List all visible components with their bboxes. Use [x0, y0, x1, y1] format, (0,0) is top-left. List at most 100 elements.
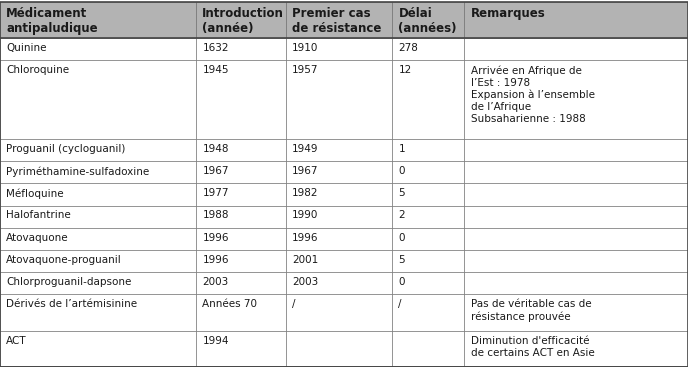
Bar — [392, 294, 464, 331]
Bar — [464, 272, 688, 294]
Text: 12: 12 — [398, 65, 411, 75]
Text: 2001: 2001 — [292, 255, 318, 265]
Text: 1982: 1982 — [292, 188, 319, 198]
Bar — [464, 331, 688, 367]
Bar — [196, 294, 286, 331]
Text: Quinine: Quinine — [6, 43, 47, 53]
Bar — [392, 272, 464, 294]
Bar — [464, 206, 688, 228]
Text: 1977: 1977 — [202, 188, 229, 198]
Bar — [196, 139, 286, 161]
Bar — [286, 139, 392, 161]
Bar — [196, 184, 286, 206]
Bar — [464, 184, 688, 206]
Bar — [286, 206, 392, 228]
Bar — [0, 139, 196, 161]
Text: 2003: 2003 — [202, 277, 228, 287]
Bar — [286, 60, 392, 139]
Bar — [196, 60, 286, 139]
Text: 2: 2 — [398, 210, 405, 221]
Bar — [392, 331, 464, 367]
Text: 2003: 2003 — [292, 277, 318, 287]
Bar — [0, 228, 196, 250]
Bar — [286, 2, 392, 38]
Bar — [286, 250, 392, 272]
Bar — [464, 294, 688, 331]
Text: ACT: ACT — [6, 335, 27, 346]
Text: 1994: 1994 — [202, 335, 229, 346]
Bar — [392, 139, 464, 161]
Text: Proguanil (cycloguanil): Proguanil (cycloguanil) — [6, 144, 126, 154]
Bar — [464, 60, 688, 139]
Text: 1949: 1949 — [292, 144, 319, 154]
Bar — [392, 161, 464, 184]
Text: Dérivés de l’artémisinine: Dérivés de l’artémisinine — [6, 299, 138, 309]
Bar — [0, 184, 196, 206]
Text: 1957: 1957 — [292, 65, 319, 75]
Text: Chlorproguanil-dapsone: Chlorproguanil-dapsone — [6, 277, 131, 287]
Text: 5: 5 — [398, 255, 405, 265]
Bar — [286, 184, 392, 206]
Text: 1996: 1996 — [202, 233, 229, 243]
Text: /: / — [292, 299, 295, 309]
Bar — [286, 294, 392, 331]
Bar — [0, 250, 196, 272]
Text: 0: 0 — [398, 277, 405, 287]
Text: Méfloquine: Méfloquine — [6, 188, 64, 199]
Bar — [464, 139, 688, 161]
Text: 0: 0 — [398, 233, 405, 243]
Bar — [286, 331, 392, 367]
Bar — [286, 38, 392, 60]
Text: /: / — [398, 299, 402, 309]
Text: 1996: 1996 — [292, 233, 319, 243]
Bar — [392, 60, 464, 139]
Bar — [464, 2, 688, 38]
Text: 1632: 1632 — [202, 43, 229, 53]
Bar — [392, 206, 464, 228]
Bar — [0, 272, 196, 294]
Bar — [286, 228, 392, 250]
Text: Années 70: Années 70 — [202, 299, 257, 309]
Text: 1910: 1910 — [292, 43, 318, 53]
Text: 1: 1 — [398, 144, 405, 154]
Text: 1996: 1996 — [202, 255, 229, 265]
Text: Remarques: Remarques — [471, 7, 546, 20]
Text: 1990: 1990 — [292, 210, 318, 221]
Text: Premier cas
de résistance: Premier cas de résistance — [292, 7, 381, 35]
Text: 1948: 1948 — [202, 144, 229, 154]
Text: Pas de véritable cas de
résistance prouvée: Pas de véritable cas de résistance prouv… — [471, 299, 591, 322]
Text: 1967: 1967 — [202, 166, 229, 176]
Bar — [196, 272, 286, 294]
Bar — [0, 2, 196, 38]
Text: 278: 278 — [398, 43, 418, 53]
Bar — [392, 184, 464, 206]
Text: Halofantrine: Halofantrine — [6, 210, 71, 221]
Bar — [392, 250, 464, 272]
Bar — [196, 228, 286, 250]
Text: Pyriméthamine-sulfadoxine: Pyriméthamine-sulfadoxine — [6, 166, 149, 177]
Text: 1967: 1967 — [292, 166, 319, 176]
Bar — [392, 38, 464, 60]
Bar — [0, 206, 196, 228]
Bar — [196, 206, 286, 228]
Bar — [464, 250, 688, 272]
Bar — [392, 228, 464, 250]
Text: 5: 5 — [398, 188, 405, 198]
Bar — [0, 161, 196, 184]
Text: Arrivée en Afrique de
l’Est : 1978
Expansion à l’ensemble
de l’Afrique
Subsahari: Arrivée en Afrique de l’Est : 1978 Expan… — [471, 65, 594, 124]
Bar — [392, 2, 464, 38]
Bar — [196, 161, 286, 184]
Bar — [196, 2, 286, 38]
Bar — [196, 38, 286, 60]
Bar — [196, 331, 286, 367]
Text: 1945: 1945 — [202, 65, 229, 75]
Bar — [464, 161, 688, 184]
Text: Introduction
(année): Introduction (année) — [202, 7, 284, 35]
Bar — [0, 60, 196, 139]
Bar — [196, 250, 286, 272]
Text: 1988: 1988 — [202, 210, 229, 221]
Bar — [464, 228, 688, 250]
Bar — [286, 161, 392, 184]
Text: Diminution d'efficacité
de certains ACT en Asie: Diminution d'efficacité de certains ACT … — [471, 335, 594, 357]
Bar — [286, 272, 392, 294]
